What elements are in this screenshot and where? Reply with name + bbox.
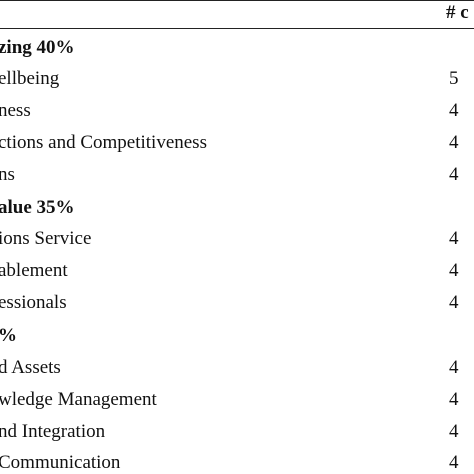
row-label: nd Integration (0, 421, 106, 442)
row-count: 4 (449, 452, 459, 473)
row-count: 4 (449, 357, 459, 378)
row-label: d Assets (0, 357, 61, 378)
row-label: ness (0, 100, 31, 121)
header-rule (0, 28, 474, 29)
section-label: % (0, 326, 17, 345)
top-rule (0, 0, 474, 1)
row-count: 4 (449, 421, 459, 442)
row-label: ns (0, 164, 15, 185)
section-label: alue 35% (0, 197, 75, 218)
row-count: 4 (449, 228, 459, 249)
row-label: essionals (0, 292, 67, 313)
row-count: 4 (449, 389, 459, 410)
section-label: zing 40% (0, 37, 75, 58)
row-count: 5 (449, 68, 459, 89)
row-count: 4 (449, 260, 459, 281)
row-count: 4 (449, 164, 459, 185)
row-label: ctions and Competitiveness (0, 132, 207, 153)
row-label: Communication (0, 452, 121, 473)
row-label: ablement (0, 260, 68, 281)
row-label: ellbeing (0, 68, 60, 89)
row-label: wledge Management (0, 389, 157, 410)
row-count: 4 (449, 100, 459, 121)
count-column-header: # c (446, 2, 469, 23)
row-count: 4 (449, 132, 459, 153)
row-label: ions Service (0, 228, 92, 249)
row-count: 4 (449, 292, 459, 313)
